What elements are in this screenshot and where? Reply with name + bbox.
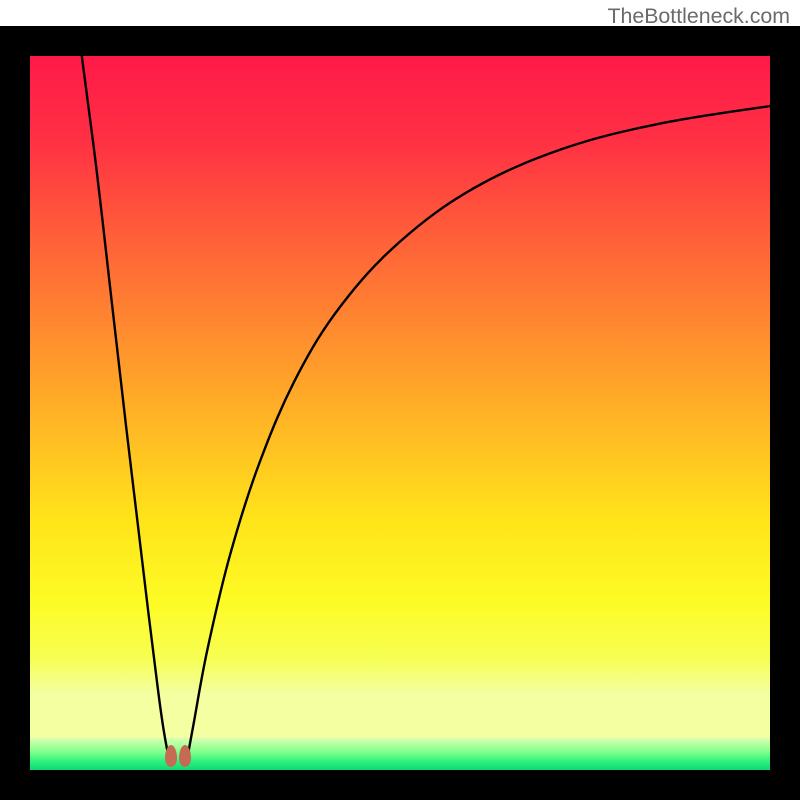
chart-root: { "meta": { "width_px": 800, "height_px"… — [0, 0, 800, 800]
curves-svg — [30, 56, 770, 770]
minimum-marker — [165, 745, 191, 767]
marker-lobe-left — [165, 745, 177, 767]
curve-right — [188, 106, 770, 752]
plot-area — [30, 56, 770, 770]
marker-lobe-right — [179, 745, 191, 767]
curve-left — [82, 56, 168, 752]
